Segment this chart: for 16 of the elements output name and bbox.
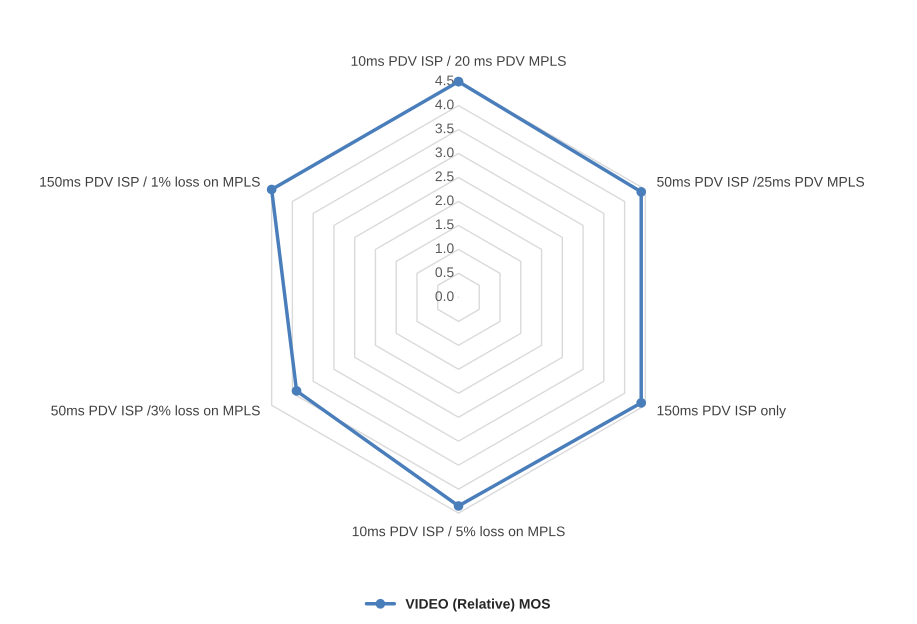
y-tick-label: 0.0 [435, 291, 454, 302]
spoke-label: 150ms PDV ISP / 1% loss on MPLS [40, 176, 260, 187]
spoke-label: 10ms PDV ISP / 20 ms PDV MPLS [352, 56, 566, 66]
y-tick-label: 3.5 [435, 123, 454, 134]
y-tick-label: 3.0 [435, 147, 454, 158]
y-tick-label: 2.5 [436, 171, 454, 182]
y-tick-label: 0.5 [435, 267, 454, 278]
spoke-label: 10ms PDV ISP / 5% loss on MPLS [352, 526, 565, 536]
y-tick-label: 2.0 [436, 195, 454, 206]
y-tick-label: 4.0 [435, 99, 454, 110]
legend-label: VIDEO (Relative) MOS [405, 598, 550, 612]
y-tick-label: 1.5 [436, 219, 454, 230]
y-tick-label: 1.0 [436, 243, 454, 254]
spoke-label: 50ms PDV ISP /3% loss on MPLS [51, 405, 260, 416]
spoke-label: 50ms PDV ISP /25ms PDV MPLS [657, 176, 864, 187]
spoke-label: 150ms PDV ISP only [658, 405, 786, 418]
